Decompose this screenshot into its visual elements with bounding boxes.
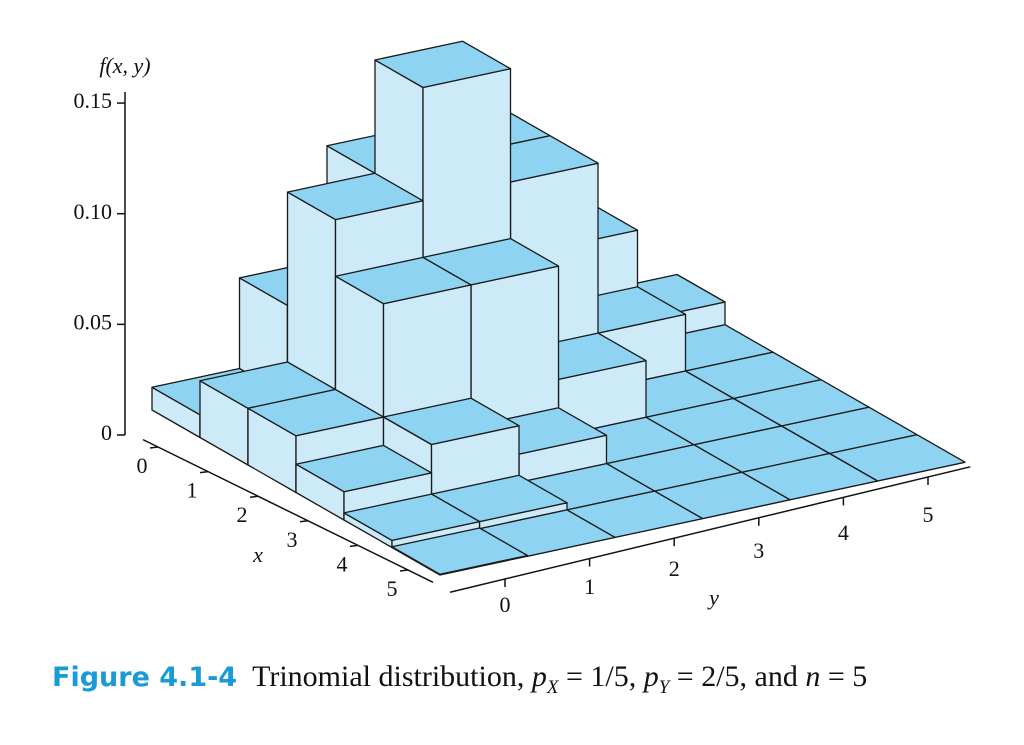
bar-top	[334, 256, 472, 305]
caption-text: = 2/5, and	[676, 660, 798, 693]
caption-text: = 5	[827, 660, 868, 693]
x-tick-label: 0	[137, 453, 148, 478]
x-tick	[249, 495, 259, 498]
z-tick-label: 0.15	[74, 88, 113, 113]
x-tick-label: 2	[237, 502, 248, 527]
caption: Figure 4.1-4 Trinomial distribution, pX …	[52, 660, 867, 699]
y-tick-label: 3	[753, 538, 764, 563]
z-tick-label: 0.10	[74, 199, 113, 224]
x-tick-label: 4	[337, 551, 348, 576]
bar-top	[295, 444, 433, 493]
x-tick	[349, 544, 359, 548]
x-tick	[399, 569, 409, 572]
y-tick-label: 2	[669, 556, 680, 581]
caption-text: = 1/5,	[565, 660, 637, 693]
caption-sub: Y	[658, 677, 670, 698]
z-tick-label: 0	[101, 420, 112, 445]
caption-var: n	[805, 660, 821, 693]
y-axis-label: y	[707, 585, 719, 610]
x-axis-label: x	[252, 542, 263, 567]
caption-var: p	[531, 660, 547, 693]
x-tick-label: 5	[387, 576, 398, 601]
bar-top	[286, 172, 424, 221]
bar-top	[374, 40, 512, 89]
caption-var: p	[643, 660, 659, 693]
chart: f(x, y) x y 0 0.05 0.10 0.15 0 1 2 3 4 5 0 1 2 3 4 5	[74, 40, 971, 617]
y-tick-label: 0	[500, 592, 511, 617]
figure-label: Figure 4.1-4	[52, 662, 238, 693]
y-axis	[449, 466, 971, 593]
x-tick	[149, 446, 159, 449]
z-tick-label: 0.05	[74, 309, 113, 334]
y-tick-label: 4	[838, 520, 849, 545]
bar-top	[391, 527, 529, 575]
x-tick	[299, 520, 309, 523]
x-tick	[199, 470, 209, 474]
caption-sub: X	[546, 677, 559, 698]
y-tick-label: 1	[584, 574, 595, 599]
x-axis	[142, 438, 434, 583]
z-axis-label: f(x, y)	[99, 53, 150, 78]
bar-top	[343, 493, 481, 542]
bar-top	[382, 397, 520, 446]
y-tick-label: 5	[923, 502, 934, 527]
x-tick-label: 1	[187, 478, 198, 503]
x-tick-label: 3	[287, 527, 298, 552]
caption-text: Trinomial distribution,	[252, 660, 525, 693]
